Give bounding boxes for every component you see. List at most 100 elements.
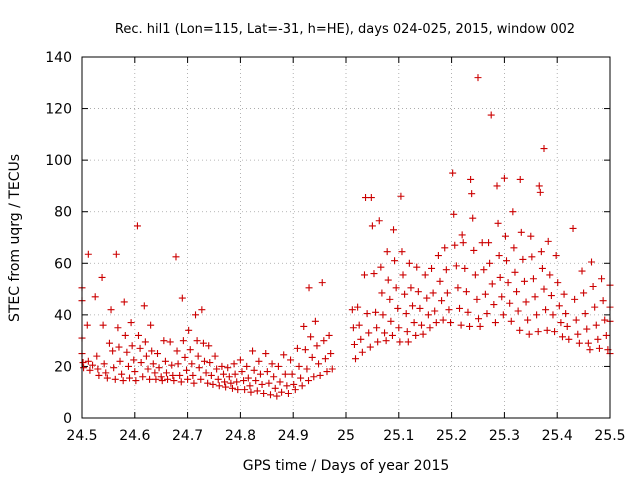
data-point [325, 331, 333, 339]
data-point [250, 366, 258, 374]
data-point [316, 371, 324, 379]
data-point [154, 350, 162, 358]
data-point [592, 321, 600, 329]
data-point [527, 232, 535, 240]
data-point [225, 373, 233, 381]
data-point [233, 378, 241, 386]
data-point [363, 310, 371, 318]
data-point [540, 285, 548, 293]
data-point [536, 188, 544, 196]
data-point [531, 293, 539, 301]
data-point [445, 306, 453, 314]
data-point [164, 375, 172, 383]
data-point [155, 364, 163, 372]
data-point [402, 310, 410, 318]
data-point [500, 174, 508, 182]
x-tick-label: 24.6 [119, 428, 150, 444]
data-point [140, 302, 148, 310]
data-point [498, 293, 506, 301]
data-point [95, 371, 103, 379]
data-point [588, 258, 596, 266]
x-tick-labels: 24.5 24.6 24.7 24.8 24.9 25 25.1 25.2 25.3 25.4 25… [66, 428, 625, 444]
data-point [547, 292, 555, 300]
data-point [178, 294, 186, 302]
data-point [166, 338, 174, 346]
data-point [501, 232, 509, 240]
data-point [266, 391, 274, 399]
data-point [540, 145, 548, 153]
data-point [94, 365, 102, 373]
data-point [372, 308, 380, 316]
y-tick-label: 0 [63, 411, 72, 427]
plot-frame [81, 56, 611, 419]
data-point [381, 329, 389, 337]
data-point [598, 275, 606, 283]
data-point [509, 208, 517, 216]
data-point [352, 355, 360, 363]
data-point [253, 387, 261, 395]
data-point [462, 288, 470, 296]
data-point [468, 190, 476, 198]
data-point [454, 284, 462, 292]
data-point [192, 311, 200, 319]
data-point [268, 360, 276, 368]
data-point [290, 380, 298, 388]
data-point [184, 375, 192, 383]
data-point [434, 252, 442, 260]
data-point [428, 264, 436, 272]
data-point [403, 328, 411, 336]
data-point [594, 335, 602, 343]
x-tick-label: 25.2 [436, 428, 467, 444]
data-point [287, 356, 295, 364]
data-point [244, 374, 252, 382]
y-tick-label: 120 [45, 102, 72, 118]
data-point [491, 319, 499, 327]
data-point [288, 370, 296, 378]
data-point [558, 333, 566, 341]
data-point [310, 373, 318, 381]
data-point [255, 357, 263, 365]
data-point [506, 299, 514, 307]
x-tick-label: 25 [337, 428, 355, 444]
data-point [109, 347, 117, 355]
data-point [439, 316, 447, 324]
data-point [565, 335, 573, 343]
data-point [321, 355, 329, 363]
data-point [525, 330, 533, 338]
data-point [494, 219, 502, 227]
data-point [307, 333, 315, 341]
data-point [228, 384, 236, 392]
data-point [457, 321, 465, 329]
data-point [473, 295, 481, 303]
data-point [169, 371, 177, 379]
data-point [560, 290, 568, 298]
data-point [546, 271, 554, 279]
data-point [189, 371, 197, 379]
data-point [391, 257, 399, 265]
data-point [350, 341, 358, 349]
data-point [467, 175, 475, 183]
data-point [407, 284, 415, 292]
data-point [557, 319, 565, 327]
data-point [221, 378, 229, 386]
data-point [303, 365, 311, 373]
data-point [458, 231, 466, 239]
data-point [118, 370, 126, 378]
data-point [552, 252, 560, 260]
data-point [204, 379, 212, 387]
data-point [584, 339, 592, 347]
data-point [599, 297, 607, 305]
data-point [186, 346, 194, 354]
data-point [387, 317, 395, 325]
x-tick-label: 24.5 [66, 428, 97, 444]
data-point [499, 311, 507, 319]
data-point [401, 290, 409, 298]
data-point [471, 271, 479, 279]
data-point [116, 357, 124, 365]
data-point [441, 244, 449, 252]
chart-title: Rec. hil1 (Lon=115, Lat=-31, h=HE), days… [115, 22, 575, 37]
y-axis-label: STEC from uqrg / TECUs [7, 154, 23, 322]
data-point [241, 386, 249, 394]
y-tick-label: 100 [45, 153, 72, 169]
data-point [374, 338, 382, 346]
